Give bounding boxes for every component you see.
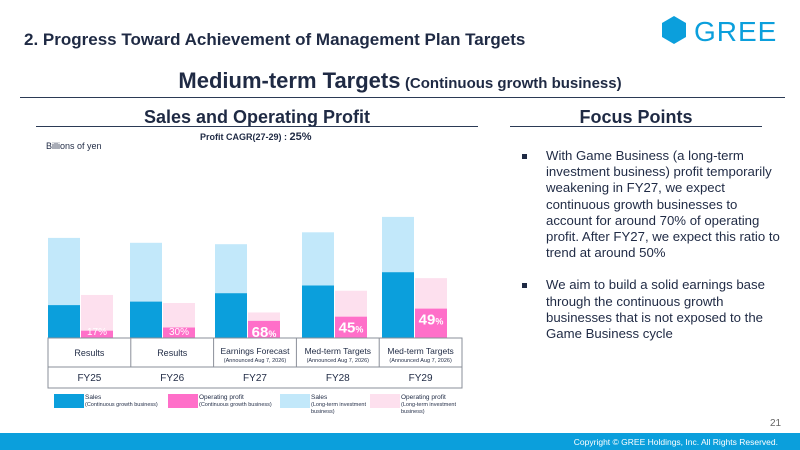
bar-op-continuous: [335, 316, 367, 338]
focus-point: We aim to build a solid earnings base th…: [520, 277, 782, 342]
row-label-sub: (Announced Aug 7, 2026): [224, 358, 287, 364]
gree-logo: GREE: [660, 14, 778, 47]
footer-bar: [0, 433, 800, 450]
bar-sales-longterm: [215, 244, 247, 294]
row-label: Med-term Targets: [305, 346, 371, 356]
share-label: 17%: [87, 327, 107, 338]
focus-point: With Game Business (a long-term investme…: [520, 148, 782, 261]
bar-sales-continuous: [130, 301, 162, 338]
chart-section-header: Sales and Operating Profit: [143, 107, 371, 127]
row-label-sub: (Announced Aug 7, 2026): [307, 358, 370, 364]
bar-sales-continuous: [382, 272, 414, 338]
bar-op-longterm: [163, 303, 195, 328]
bullet-icon: [522, 154, 527, 159]
bar-sales-longterm: [130, 242, 162, 302]
logo-text: GREE: [694, 16, 777, 46]
bar-op-longterm: [248, 312, 280, 321]
category-table-frame: [47, 337, 463, 389]
bar-op-continuous: [163, 327, 195, 338]
bar-sales-longterm: [48, 237, 80, 306]
x-tick-label: FY25: [77, 373, 101, 384]
title-divider: [20, 97, 785, 98]
sales-profit-chart: Billions of yen 17% 30% 68% 45% 49% Results FY2…: [46, 141, 463, 415]
legend-swatch: [168, 394, 198, 408]
focus-point-text: With Game Business (a long-term investme…: [546, 148, 780, 261]
bar-sales-longterm: [302, 232, 334, 286]
page-number: 21: [770, 418, 782, 429]
legend-label-sub: (Long-term investment business): [311, 402, 366, 415]
main-title: Medium-term Targets: [178, 68, 401, 93]
legend-label: Sales: [311, 394, 328, 401]
focus-points-list: With Game Business (a long-term investme…: [520, 148, 782, 358]
main-title-subtitle: (Continuous growth business): [404, 75, 622, 92]
bar-op-continuous: [81, 330, 113, 338]
x-tick-label: FY26: [160, 373, 184, 384]
row-label: Med-term Targets: [387, 346, 453, 356]
legend-swatch: [370, 394, 400, 408]
bar-sales-longterm: [382, 216, 414, 273]
cagr-annotation: Profit CAGR(27-29) : 25%: [200, 131, 312, 143]
slide-title: 2. Progress Toward Achievement of Manage…: [24, 30, 526, 49]
bar-op-continuous: [248, 320, 280, 338]
legend-label-sub: (Continuous growth business): [199, 402, 272, 408]
legend-label: Operating profit: [401, 394, 446, 401]
row-label: Results: [157, 348, 188, 358]
legend-swatch: [54, 394, 84, 408]
row-label: Earnings Forecast: [221, 346, 291, 356]
legend-swatch: [280, 394, 310, 408]
share-label: 49%: [419, 312, 444, 329]
x-tick-label: FY29: [409, 373, 433, 384]
bullet-icon: [522, 283, 527, 289]
cagr-label: Profit CAGR(27-29) :: [200, 132, 288, 142]
row-label: Results: [74, 348, 105, 358]
bar-sales-continuous: [215, 293, 247, 338]
copyright-text: Copyright © GREE Holdings, Inc. All Righ…: [573, 437, 778, 447]
row-label-sub: (Announced Aug 7, 2026): [389, 358, 452, 364]
x-tick-label: FY28: [326, 373, 350, 384]
legend-label-sub: (Continuous growth business): [85, 402, 158, 408]
bar-op-longterm: [415, 278, 447, 309]
focus-section-header: Focus Points: [579, 107, 693, 127]
bar-op-longterm: [81, 294, 113, 331]
share-label: 30%: [169, 327, 189, 338]
legend-label: Operating profit: [199, 394, 244, 401]
bar-sales-continuous: [302, 285, 334, 338]
y-axis-label: Billions of yen: [46, 141, 102, 151]
bar-op-continuous: [415, 308, 447, 338]
cagr-value: 25%: [289, 131, 312, 143]
share-label: 45%: [339, 320, 364, 337]
legend-label: Sales: [85, 394, 102, 401]
legend-label-sub: (Long-term investment business): [401, 402, 456, 415]
x-tick-label: FY27: [243, 373, 267, 384]
focus-section-divider: [510, 126, 762, 127]
chart-section-divider: [36, 126, 478, 127]
logo-hexagon-icon: [662, 16, 686, 44]
share-label: 68%: [252, 324, 277, 341]
bar-sales-continuous: [48, 305, 80, 338]
main-title-row: Medium-term Targets (Continuous growth b…: [0, 68, 800, 94]
focus-point-text: We aim to build a solid earnings base th…: [546, 277, 765, 342]
bar-op-longterm: [335, 290, 367, 317]
